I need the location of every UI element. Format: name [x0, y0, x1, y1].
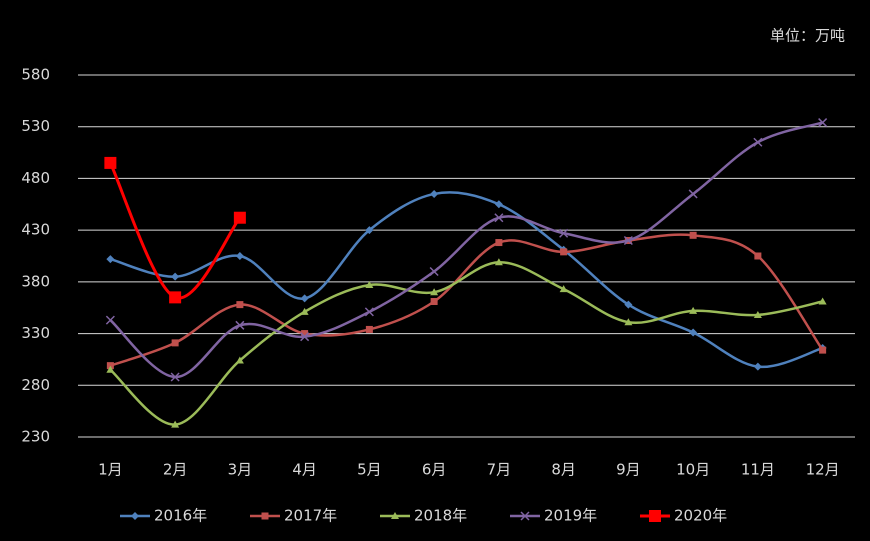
legend-marker: [649, 510, 661, 522]
x-tick-label: 6月: [422, 461, 447, 479]
marker: [429, 266, 439, 277]
marker: [494, 258, 503, 266]
marker: [624, 318, 633, 326]
x-tick-label: 8月: [551, 461, 576, 479]
marker: [495, 239, 503, 247]
x-tick-label: 10月: [676, 461, 710, 479]
marker: [171, 420, 180, 428]
marker: [624, 300, 633, 309]
series-line: [110, 191, 824, 369]
marker: [106, 365, 115, 373]
marker: [106, 362, 114, 370]
marker: [106, 255, 115, 264]
x-tick-label: 1月: [98, 461, 123, 479]
legend-marker: [520, 511, 530, 521]
marker: [689, 306, 698, 314]
x-tick-label: 9月: [616, 461, 641, 479]
marker: [105, 315, 115, 325]
x-tick-label: 7月: [487, 461, 512, 479]
series-line: [109, 121, 823, 379]
marker: [559, 228, 569, 238]
marker: [753, 310, 762, 318]
marker: [753, 362, 762, 371]
y-tick-label: 530: [21, 117, 50, 135]
y-tick-label: 330: [21, 324, 50, 342]
marker: [301, 330, 309, 338]
legend-label: 2016年: [154, 507, 207, 525]
marker: [494, 200, 503, 209]
marker: [494, 213, 504, 223]
unit-label: 单位：万吨: [770, 27, 845, 45]
y-tick-label: 280: [21, 376, 50, 394]
marker: [819, 346, 827, 354]
marker: [300, 332, 310, 342]
marker: [689, 231, 697, 239]
marker: [300, 307, 309, 315]
y-tick-label: 380: [21, 272, 50, 290]
marker: [754, 252, 762, 260]
x-tick-label: 12月: [806, 461, 840, 479]
legend-label: 2020年: [674, 507, 727, 525]
x-tick-label: 2月: [163, 461, 188, 479]
marker: [104, 156, 117, 169]
legend-label: 2019年: [544, 507, 597, 525]
marker: [170, 372, 180, 382]
marker: [688, 189, 698, 199]
y-tick-label: 580: [21, 66, 50, 84]
marker: [171, 272, 180, 281]
y-tick-label: 430: [21, 221, 50, 239]
marker: [430, 189, 439, 198]
marker: [430, 298, 438, 306]
marker: [235, 320, 245, 330]
marker: [430, 288, 439, 296]
marker: [560, 248, 568, 256]
legend-marker: [391, 512, 399, 519]
marker: [818, 297, 827, 305]
legend-label: 2018年: [414, 507, 467, 525]
series-line: [109, 260, 823, 426]
marker: [623, 235, 633, 246]
marker: [365, 226, 374, 235]
x-tick-label: 3月: [228, 461, 253, 479]
marker: [171, 339, 179, 347]
marker: [300, 294, 309, 303]
marker: [365, 325, 373, 333]
legend-label: 2017年: [284, 507, 337, 525]
marker: [818, 118, 828, 128]
legend-marker: [131, 512, 139, 520]
marker: [233, 211, 246, 224]
marker: [235, 252, 244, 260]
marker: [559, 285, 568, 293]
marker: [364, 307, 374, 317]
x-tick-label: 11月: [741, 461, 775, 479]
marker: [365, 280, 374, 288]
x-tick-label: 5月: [357, 461, 382, 479]
y-tick-label: 230: [21, 428, 50, 446]
marker: [235, 356, 244, 364]
marker: [236, 301, 244, 309]
marker: [689, 328, 698, 337]
marker: [169, 291, 182, 304]
marker: [753, 137, 763, 147]
y-tick-label: 480: [21, 169, 50, 187]
legend-marker: [261, 512, 269, 520]
x-tick-label: 4月: [292, 461, 317, 479]
